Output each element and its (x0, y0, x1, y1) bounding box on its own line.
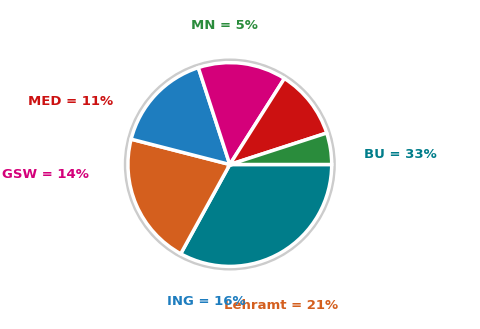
Wedge shape (131, 67, 230, 164)
Wedge shape (230, 79, 327, 164)
Wedge shape (181, 164, 332, 266)
Wedge shape (128, 139, 230, 254)
Text: MN = 5%: MN = 5% (191, 19, 258, 32)
Wedge shape (198, 63, 285, 164)
Text: ING = 16%: ING = 16% (167, 295, 245, 308)
Text: GSW = 14%: GSW = 14% (2, 168, 89, 181)
Text: Lehramt = 21%: Lehramt = 21% (224, 299, 338, 312)
Text: MED = 11%: MED = 11% (27, 95, 113, 108)
Text: BU = 33%: BU = 33% (364, 148, 437, 161)
Wedge shape (230, 133, 332, 164)
